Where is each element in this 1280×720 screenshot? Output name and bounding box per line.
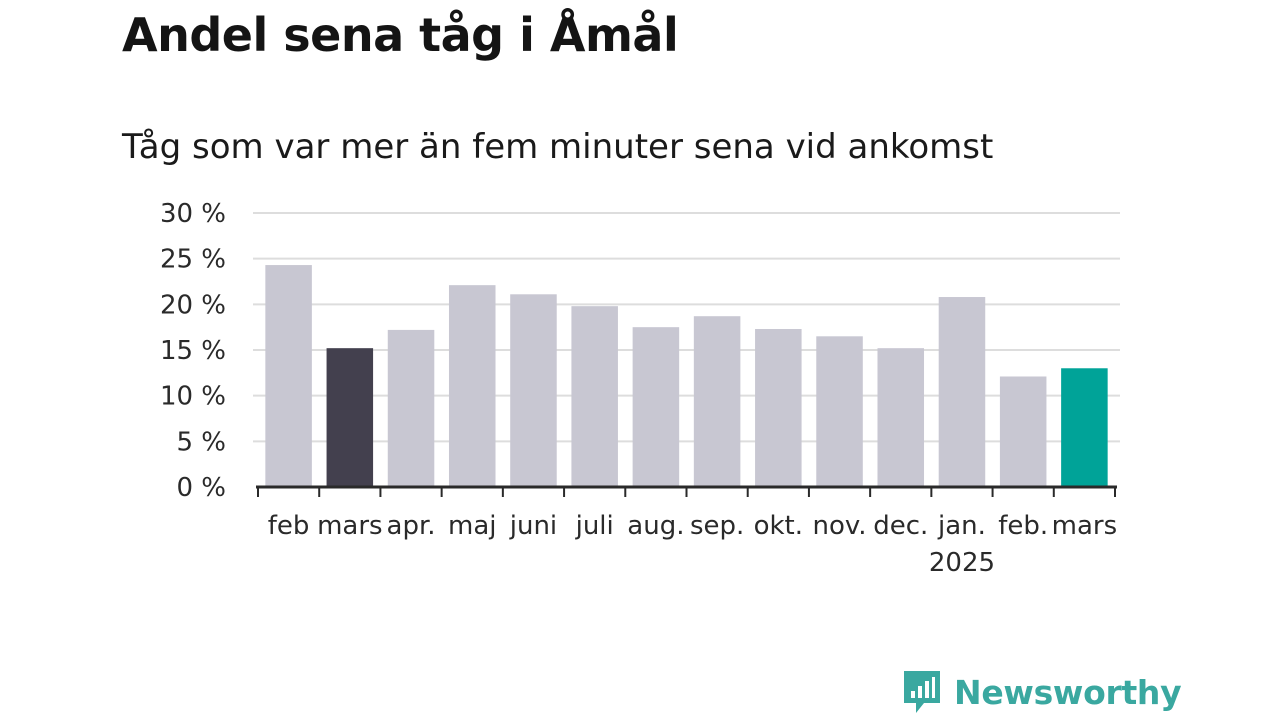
- x-tick-label: okt.: [754, 511, 803, 541]
- y-tick-label: 25 %: [160, 245, 226, 275]
- y-tick-label: 10 %: [160, 382, 226, 412]
- chart-title: Andel sena tåg i Åmål: [122, 8, 679, 62]
- newsworthy-logo-icon: [904, 671, 940, 713]
- bar: [632, 327, 680, 487]
- x-tick-label: juli: [575, 511, 614, 541]
- x-tick-label: jan.: [937, 511, 986, 541]
- x-tick-label: mars: [317, 511, 383, 541]
- bar: [999, 376, 1047, 487]
- x-tick-label: aug.: [627, 511, 684, 541]
- y-tick-label: 15 %: [160, 336, 226, 366]
- brand-logo: Newsworthy: [902, 670, 1182, 714]
- x-year-label: 2025: [929, 548, 995, 578]
- x-tick-label: feb: [268, 511, 310, 541]
- x-tick-label: mars: [1052, 511, 1118, 541]
- bar: [510, 294, 557, 487]
- bar: [1061, 368, 1108, 487]
- brand-name: Newsworthy: [954, 672, 1182, 712]
- bar: [693, 316, 741, 487]
- x-tick-label: sep.: [690, 511, 744, 541]
- y-tick-label: 30 %: [160, 199, 226, 229]
- x-tick-label: juni: [509, 511, 557, 541]
- y-tick-label: 0 %: [176, 473, 226, 503]
- bar: [755, 328, 802, 487]
- x-tick-label: dec.: [873, 511, 928, 541]
- bar: [265, 265, 312, 487]
- x-tick-label: feb.: [998, 511, 1048, 541]
- y-tick-label: 20 %: [160, 290, 226, 320]
- bar: [448, 285, 496, 487]
- x-tick-label: nov.: [813, 511, 867, 541]
- x-tick-label: maj: [448, 511, 496, 541]
- chart-subtitle: Tåg som var mer än fem minuter sena vid …: [122, 127, 994, 167]
- bar: [571, 306, 618, 487]
- bar: [387, 329, 435, 487]
- bar: [877, 348, 925, 487]
- bar: [326, 348, 374, 487]
- y-tick-label: 5 %: [176, 427, 226, 457]
- bar: [816, 336, 863, 487]
- x-tick-label: apr.: [387, 511, 436, 541]
- bar: [938, 297, 986, 487]
